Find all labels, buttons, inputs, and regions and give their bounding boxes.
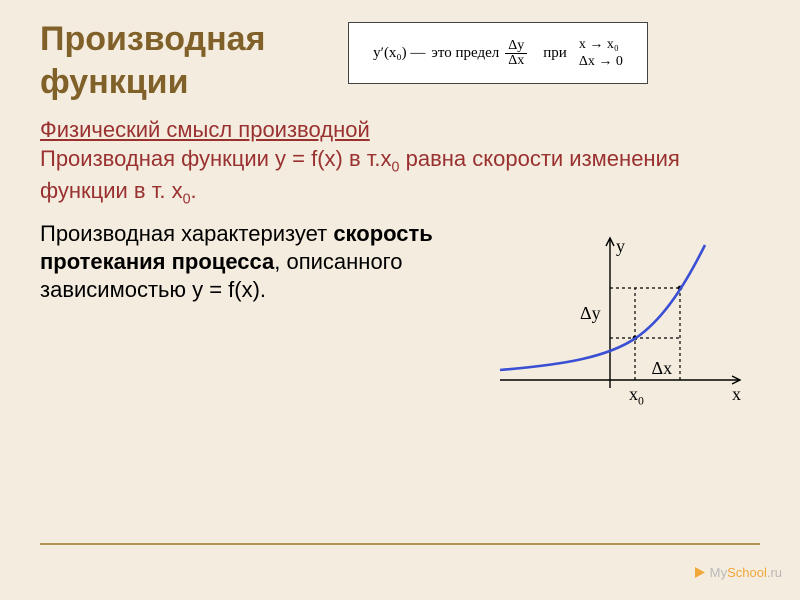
definition-content: у′(х₀) — это предел Δу Δх при х → х₀ Δх … bbox=[373, 36, 623, 71]
para2-a: Производная характеризует bbox=[40, 221, 333, 246]
label-delta-x: Δх bbox=[652, 358, 673, 379]
def-cond: при bbox=[543, 45, 567, 62]
def-limit-2: Δх → 0 bbox=[579, 53, 623, 71]
bottom-rule bbox=[40, 543, 760, 545]
paragraph-1: Производная функции у = f(x) в т.х0 равн… bbox=[40, 145, 770, 210]
def-frac-den: Δх bbox=[505, 54, 527, 68]
subheading: Физический смысл производной bbox=[40, 117, 770, 143]
def-fraction: Δу Δх bbox=[505, 39, 527, 68]
label-y-axis: у bbox=[616, 236, 625, 257]
def-mid: это предел bbox=[431, 45, 499, 62]
label-x0-sub: 0 bbox=[638, 395, 644, 408]
def-frac-num: Δу bbox=[505, 39, 527, 54]
para1-dot: . bbox=[191, 178, 197, 203]
para1-sub2: 0 bbox=[183, 192, 191, 208]
footer-mid: School bbox=[727, 565, 767, 580]
play-icon bbox=[692, 565, 707, 580]
graph-container: у х х0 Δх Δу bbox=[490, 230, 770, 430]
def-limits: х → х₀ Δх → 0 bbox=[579, 36, 623, 71]
label-x0: х0 bbox=[629, 384, 644, 408]
para1-a: Производная функции у = f(x) в т.х bbox=[40, 146, 392, 171]
graph-curve bbox=[500, 245, 705, 370]
label-x-axis: х bbox=[732, 384, 741, 405]
footer-suf: .ru bbox=[767, 565, 782, 580]
label-delta-y: Δу bbox=[580, 303, 601, 324]
definition-box: у′(х₀) — это предел Δу Δх при х → х₀ Δх … bbox=[348, 22, 648, 84]
graph-svg bbox=[490, 230, 750, 410]
def-lhs: у′(х₀) — bbox=[373, 45, 425, 62]
def-limit-1: х → х₀ bbox=[579, 36, 619, 54]
footer-brand: МуSchool.ru bbox=[692, 565, 782, 580]
footer-pre: Му bbox=[710, 565, 727, 580]
slide-root: Производная функции у′(х₀) — это предел … bbox=[0, 0, 800, 600]
label-x0-base: х bbox=[629, 384, 638, 404]
title-line-2: функции bbox=[40, 63, 188, 101]
title-line-1: Производная bbox=[40, 20, 265, 58]
paragraph-2: Производная характеризует скорость проте… bbox=[40, 220, 480, 304]
footer-text: МуSchool.ru bbox=[710, 565, 782, 580]
